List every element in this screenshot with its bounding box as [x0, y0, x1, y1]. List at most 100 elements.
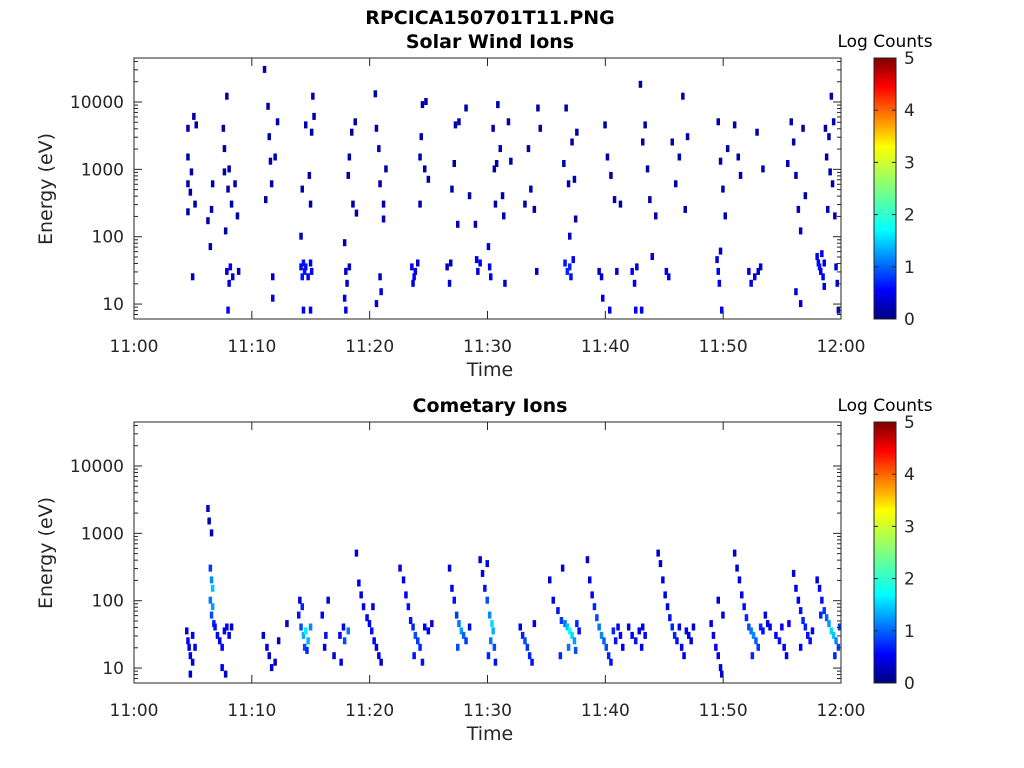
- heatmap-cell: [227, 279, 231, 287]
- heatmap-cell: [404, 591, 408, 599]
- heatmap-cell: [445, 263, 449, 271]
- heatmap-cell: [473, 220, 478, 228]
- heatmap-cell: [416, 259, 420, 267]
- heatmap-cell: [304, 263, 308, 271]
- heatmap-cell: [658, 560, 663, 568]
- heatmap-cell: [822, 607, 826, 615]
- heatmap-cell: [532, 205, 537, 213]
- heatmap-cell: [190, 273, 195, 281]
- heatmap-cell: [265, 643, 269, 651]
- heatmap-cell: [677, 153, 682, 161]
- y-tick-label: 10: [102, 659, 124, 679]
- heatmap-cell: [193, 200, 197, 208]
- heatmap-cell: [568, 627, 572, 635]
- heatmap-cell: [420, 658, 425, 666]
- heatmap-cell: [716, 652, 720, 660]
- heatmap-cell: [269, 664, 274, 672]
- heatmap-cell: [572, 175, 577, 183]
- heatmap-cell: [613, 637, 618, 645]
- heatmap-cell: [450, 584, 454, 592]
- heatmap-cell: [789, 118, 793, 126]
- heatmap-cell: [351, 200, 355, 208]
- heatmap-cell: [566, 180, 571, 188]
- heatmap-cell: [264, 196, 268, 204]
- heatmap-cell: [447, 279, 452, 287]
- heatmap-cell: [638, 80, 643, 88]
- heatmap-cell: [740, 591, 744, 599]
- heatmap-cell: [185, 627, 189, 635]
- heatmap-cell: [755, 128, 759, 136]
- heatmap-cell: [418, 153, 422, 161]
- heatmap-cell: [408, 617, 413, 624]
- heatmap-cell: [485, 560, 489, 568]
- heatmap-cell: [834, 263, 838, 271]
- heatmap-cell: [401, 576, 406, 584]
- heatmap-cell: [632, 279, 637, 287]
- heatmap-cell: [821, 273, 825, 281]
- heatmap-cell: [526, 145, 531, 153]
- heatmap-cell: [815, 253, 819, 260]
- heatmap-cell: [354, 209, 359, 217]
- heatmap-cell: [588, 576, 592, 584]
- heatmap-cell: [621, 643, 625, 651]
- heatmap-cell: [564, 104, 568, 112]
- heatmap-cell: [461, 631, 466, 639]
- x-axis-label: Time: [466, 359, 514, 381]
- heatmap-cell: [833, 212, 837, 220]
- heatmap-cell: [643, 631, 647, 639]
- heatmap-cell: [339, 658, 343, 666]
- heatmap-cell: [777, 637, 782, 645]
- heatmap-cell: [276, 637, 281, 645]
- y-axis-label: Energy (eV): [35, 497, 57, 609]
- heatmap-cell: [782, 643, 786, 651]
- heatmap-cell: [523, 200, 527, 208]
- heatmap-cell: [308, 259, 313, 267]
- heatmap-cell: [685, 133, 690, 141]
- heatmap-cell: [754, 637, 758, 645]
- heatmap-cell: [384, 165, 388, 173]
- heatmap-cell: [301, 306, 306, 314]
- heatmap-cell: [194, 121, 198, 129]
- heatmap-cell: [645, 165, 650, 173]
- heatmap-cell: [663, 591, 667, 599]
- heatmap-cell: [320, 611, 324, 619]
- heatmap-cell: [720, 670, 724, 678]
- heatmap-cell: [215, 631, 220, 639]
- heatmap-cell: [492, 165, 497, 173]
- heatmap-cell: [190, 631, 195, 639]
- heatmap-cell: [297, 611, 301, 619]
- heatmap-cell: [709, 620, 713, 628]
- heatmap-cell: [768, 623, 772, 631]
- colorbar-gradient: [873, 57, 897, 320]
- heatmap-cell: [751, 631, 756, 639]
- heatmap-cell: [749, 627, 753, 635]
- heatmap-cell: [206, 505, 210, 512]
- heatmap-cell: [570, 138, 574, 146]
- heatmap-cell: [346, 171, 350, 179]
- heatmap-cell: [834, 637, 838, 645]
- heatmap-cell: [637, 627, 641, 635]
- y-tick-label: 10000: [70, 457, 124, 477]
- heatmap-cell: [474, 256, 479, 264]
- heatmap-cell: [347, 153, 352, 161]
- heatmap-cell: [837, 623, 842, 631]
- heatmap-cell: [222, 168, 227, 176]
- heatmap-cell: [668, 614, 672, 622]
- heatmap-cell: [359, 591, 363, 599]
- chart-title: Solar Wind Ions: [406, 31, 574, 53]
- heatmap-cell: [810, 627, 815, 635]
- heatmap-cell: [377, 145, 381, 153]
- heatmap-cell: [227, 631, 231, 639]
- heatmap-cell: [353, 118, 357, 126]
- heatmap-cell: [603, 121, 607, 129]
- heatmap-cell: [308, 200, 313, 208]
- heatmap-cell: [716, 267, 720, 275]
- heatmap-cell: [808, 637, 812, 645]
- x-tick-label: 11:40: [581, 701, 630, 721]
- heatmap-cell: [656, 549, 660, 557]
- heatmap-cell: [419, 133, 423, 141]
- heatmap-cell: [342, 294, 347, 302]
- heatmap-cell: [831, 631, 836, 639]
- heatmap-cell: [732, 549, 737, 557]
- heatmap-cell: [525, 643, 530, 651]
